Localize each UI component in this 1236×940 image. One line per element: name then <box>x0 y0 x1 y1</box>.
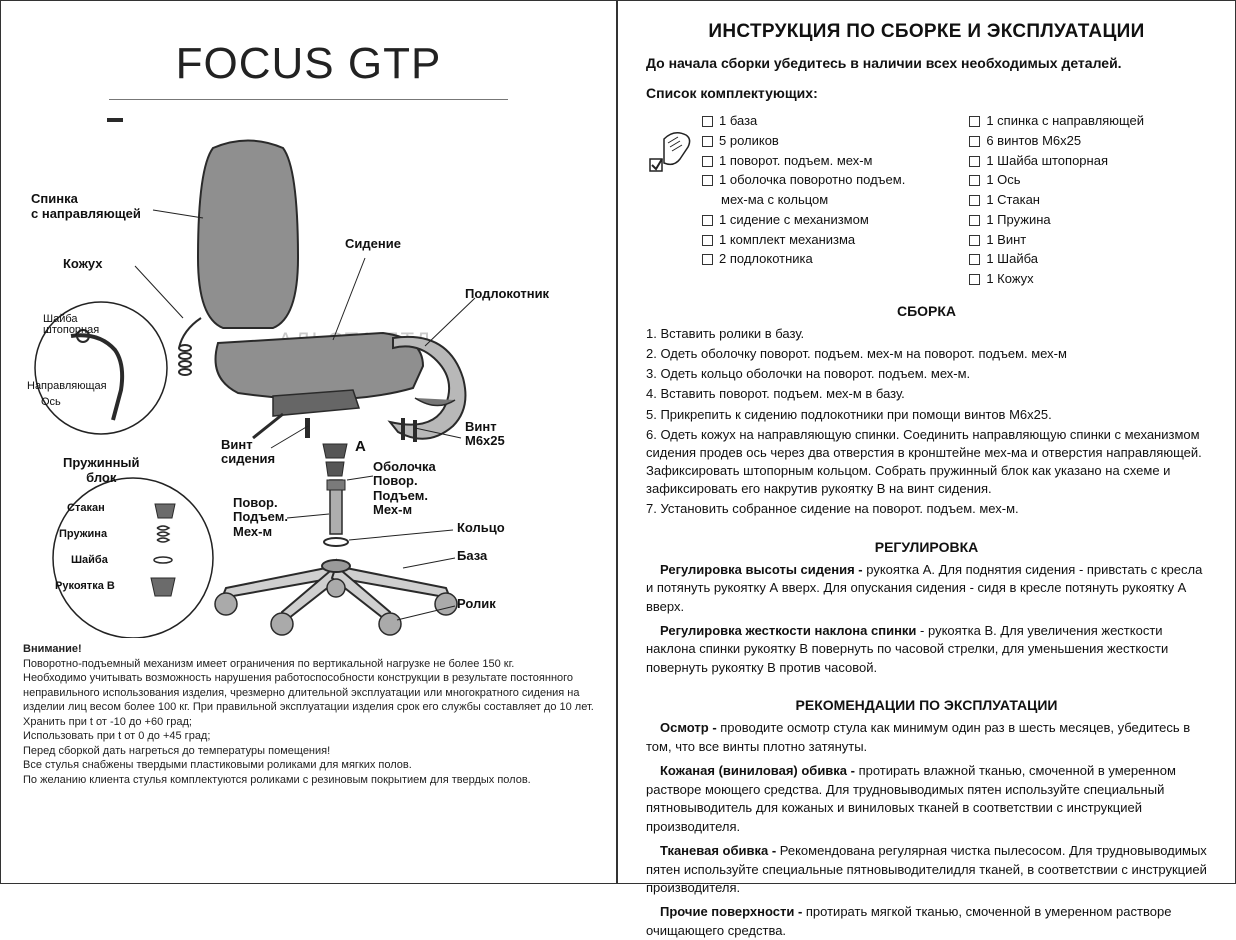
parts-item: мех-ма с кольцом <box>702 190 905 210</box>
parts-columns: 1 база5 роликов1 поворот. подъем. мех-м1… <box>702 111 1144 289</box>
care-heading: РЕКОМЕНДАЦИИ ПО ЭКСПЛУАТАЦИИ <box>646 697 1207 713</box>
label-stakan: Стакан <box>67 502 105 514</box>
parts-item: 1 Шайба <box>969 249 1144 269</box>
assembly-heading: СБОРКА <box>646 303 1207 319</box>
assembly-step: 3. Одеть кольцо оболочки на поворот. под… <box>646 365 1207 383</box>
label-sidenie: Сидение <box>345 236 401 251</box>
hand-checkmark-icon <box>646 125 694 175</box>
label-pruzhina: Пружина <box>59 528 107 540</box>
parts-item: 1 сидение с механизмом <box>702 210 905 230</box>
parts-item: 1 поворот. подъем. мех-м <box>702 151 905 171</box>
label-napr: Направляющая <box>27 380 107 392</box>
parts-col-1: 1 база5 роликов1 поворот. подъем. мех-м1… <box>702 111 905 289</box>
assembly-step: 4. Вставить поворот. подъем. мех-м в баз… <box>646 385 1207 403</box>
label-os: Ось <box>41 396 61 408</box>
seat-screw <box>305 418 310 438</box>
diagram-panel: FOCUS GTP АЛЬСТА ЛТД <box>1 1 618 883</box>
warning-line-2: Хранить при t от -10 до +60 град; <box>23 716 192 728</box>
label-baza: База <box>457 548 487 563</box>
coil-shape <box>179 318 201 375</box>
care-paragraph: Прочие поверхности - протирать мягкой тк… <box>646 903 1207 940</box>
parts-item: 1 оболочка поворотно подъем. <box>702 170 905 190</box>
assembly-step: 1. Вставить ролики в базу. <box>646 325 1207 343</box>
label-shaiba: Шайба <box>71 554 108 566</box>
label-vint-m6: Винт М6х25 <box>465 420 505 449</box>
lever-a <box>253 414 283 438</box>
label-podlokotnik: Подлокотник <box>465 286 549 301</box>
parts-item: 1 Пружина <box>969 210 1144 230</box>
screw2 <box>413 420 417 442</box>
parts-row: 1 база5 роликов1 поворот. подъем. мех-м1… <box>646 111 1207 289</box>
instructions-panel: ИНСТРУКЦИЯ ПО СБОРКЕ И ЭКСПЛУАТАЦИИ До н… <box>618 1 1235 883</box>
assembly-step: 5. Прикрепить к сидению подлокотники при… <box>646 406 1207 424</box>
care-paragraph: Тканевая обивка - Рекомендована регулярн… <box>646 842 1207 897</box>
label-rolik: Ролик <box>457 596 496 611</box>
screw1 <box>401 418 405 440</box>
warning-block: Внимание! Поворотно-подъемный механизм и… <box>23 642 594 787</box>
warning-heading: Внимание! <box>23 643 82 655</box>
care-paragraph: Осмотр - проводите осмотр стула как мини… <box>646 719 1207 756</box>
instructions-title: ИНСТРУКЦИЯ ПО СБОРКЕ И ЭКСПЛУАТАЦИИ <box>646 21 1207 43</box>
warning-line-1: Необходимо учитывать возможность нарушен… <box>23 672 594 713</box>
regulation-heading: РЕГУЛИРОВКА <box>646 539 1207 555</box>
label-pruzhinny-title: Пружинный блок <box>63 456 140 486</box>
warning-line-5: Все стулья снабжены твердыми пластиковым… <box>23 759 412 771</box>
label-spinka: Спинка с направляющей <box>31 192 141 222</box>
regulation-paragraph: Регулировка высоты сидения - рукоятка А.… <box>646 561 1207 616</box>
label-kozhukh: Кожух <box>63 256 103 271</box>
label-a: А <box>355 438 366 455</box>
parts-item: 2 подлокотника <box>702 249 905 269</box>
label-rukoyatka: Рукоятка В <box>55 580 115 592</box>
instructions-subtitle: До начала сборки убедитесь в наличии все… <box>646 55 1207 71</box>
parts-col-2: 1 спинка с направляющей6 винтов М6х251 Ш… <box>969 111 1144 289</box>
assembly-steps: 1. Вставить ролики в базу. 2. Одеть оболо… <box>646 325 1207 519</box>
ring <box>324 538 348 546</box>
label-obolochka: Оболочка Повор. Подъем. Мех-м <box>373 460 436 517</box>
parts-item: 1 Ось <box>969 170 1144 190</box>
warning-line-3: Использовать при t от 0 до +45 град; <box>23 730 210 742</box>
backrest-shape <box>198 141 298 329</box>
parts-item: 5 роликов <box>702 131 905 151</box>
parts-heading: Список комплектующих: <box>646 85 1207 101</box>
gaslift-cap <box>327 480 345 490</box>
assembly-step: 7. Установить собранное сидение на повор… <box>646 500 1207 518</box>
care-body: Осмотр - проводите осмотр стула как мини… <box>646 719 1207 940</box>
warning-line-0: Поворотно-подъемный механизм имеет огран… <box>23 658 514 670</box>
parts-item: 1 Стакан <box>969 190 1144 210</box>
product-title: FOCUS GTP <box>23 39 594 89</box>
care-paragraph: Кожаная (виниловая) обивка - протирать в… <box>646 762 1207 836</box>
page: FOCUS GTP АЛЬСТА ЛТД <box>0 0 1236 884</box>
sleeve-top <box>323 444 347 458</box>
warning-line-4: Перед сборкой дать нагреться до температ… <box>23 745 330 757</box>
diagram-zone: АЛЬСТА ЛТД <box>23 118 594 638</box>
parts-item: 1 Винт <box>969 230 1144 250</box>
assembly-step: 2. Одеть оболочку поворот. подъем. мех-м… <box>646 345 1207 363</box>
regulation-paragraph: Регулировка жесткости наклона спинки - р… <box>646 622 1207 677</box>
assembly-step: 6. Одеть кожух на направляющую спинки. С… <box>646 426 1207 499</box>
warning-line-6: По желанию клиента стулья комплектуются … <box>23 774 531 786</box>
label-vint-sideniya: Винт сидения <box>221 438 275 467</box>
label-shaiba-sht: Шайба штопорная <box>43 314 99 336</box>
label-koltso: Кольцо <box>457 520 505 535</box>
parts-item: 6 винтов М6х25 <box>969 131 1144 151</box>
seat-shape <box>216 333 424 399</box>
regulation-body: Регулировка высоты сидения - рукоятка А.… <box>646 561 1207 678</box>
parts-item: 1 Шайба штопорная <box>969 151 1144 171</box>
parts-item: 1 база <box>702 111 905 131</box>
title-rule <box>109 99 509 100</box>
parts-item: 1 Кожух <box>969 269 1144 289</box>
parts-item: 1 спинка с направляющей <box>969 111 1144 131</box>
label-povor: Повор. Подъем. Мех-м <box>233 496 288 539</box>
sleeve-mid <box>326 462 344 476</box>
parts-item: 1 комплект механизма <box>702 230 905 250</box>
